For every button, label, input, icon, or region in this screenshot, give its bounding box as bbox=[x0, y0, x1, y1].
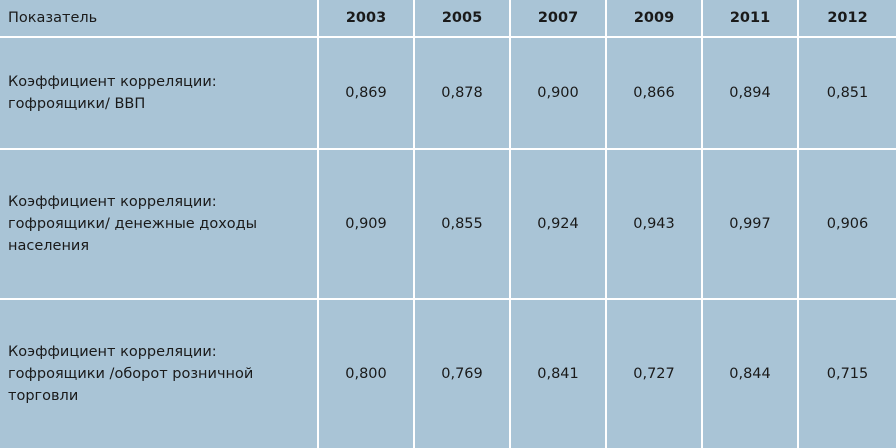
year-header: 2012 bbox=[797, 0, 896, 38]
value-cell: 0,769 bbox=[413, 298, 511, 448]
value-cell: 0,906 bbox=[797, 148, 896, 300]
table-row: Коэффициент корреляции: гофроящики/ дене… bbox=[0, 148, 896, 300]
value-cell: 0,844 bbox=[701, 298, 799, 448]
value-cell: 0,894 bbox=[701, 37, 799, 150]
value-cell: 0,869 bbox=[317, 37, 415, 150]
value-cell: 0,900 bbox=[509, 37, 607, 150]
value-cell: 0,997 bbox=[701, 148, 799, 300]
value-cell: 0,727 bbox=[605, 298, 703, 448]
year-header: 2009 bbox=[605, 0, 703, 38]
year-header: 2007 bbox=[509, 0, 607, 38]
value-cell: 0,924 bbox=[509, 148, 607, 300]
year-header: 2003 bbox=[317, 0, 415, 38]
value-cell: 0,943 bbox=[605, 148, 703, 300]
table-row: Коэффициент корреляции: гофроящики /обор… bbox=[0, 298, 896, 448]
value-cell: 0,715 bbox=[797, 298, 896, 448]
value-cell: 0,855 bbox=[413, 148, 511, 300]
value-cell: 0,909 bbox=[317, 148, 415, 300]
indicator-cell: Коэффициент корреляции: гофроящики/ дене… bbox=[0, 148, 319, 300]
table-row: Коэффициент корреляции: гофроящики/ ВВП 0… bbox=[0, 37, 896, 150]
indicator-header: Показатель bbox=[0, 0, 319, 38]
value-cell: 0,878 bbox=[413, 37, 511, 150]
value-cell: 0,866 bbox=[605, 37, 703, 150]
year-header: 2005 bbox=[413, 0, 511, 38]
table-body: Коэффициент корреляции: гофроящики/ ВВП 0… bbox=[0, 37, 896, 448]
value-cell: 0,851 bbox=[797, 37, 896, 150]
header-row: Показатель 2003 2005 2007 2009 2011 2012 bbox=[0, 0, 896, 38]
year-header: 2011 bbox=[701, 0, 799, 38]
value-cell: 0,800 bbox=[317, 298, 415, 448]
indicator-cell: Коэффициент корреляции: гофроящики/ ВВП bbox=[0, 37, 319, 150]
value-cell: 0,841 bbox=[509, 298, 607, 448]
indicator-cell: Коэффициент корреляции: гофроящики /обор… bbox=[0, 298, 319, 448]
